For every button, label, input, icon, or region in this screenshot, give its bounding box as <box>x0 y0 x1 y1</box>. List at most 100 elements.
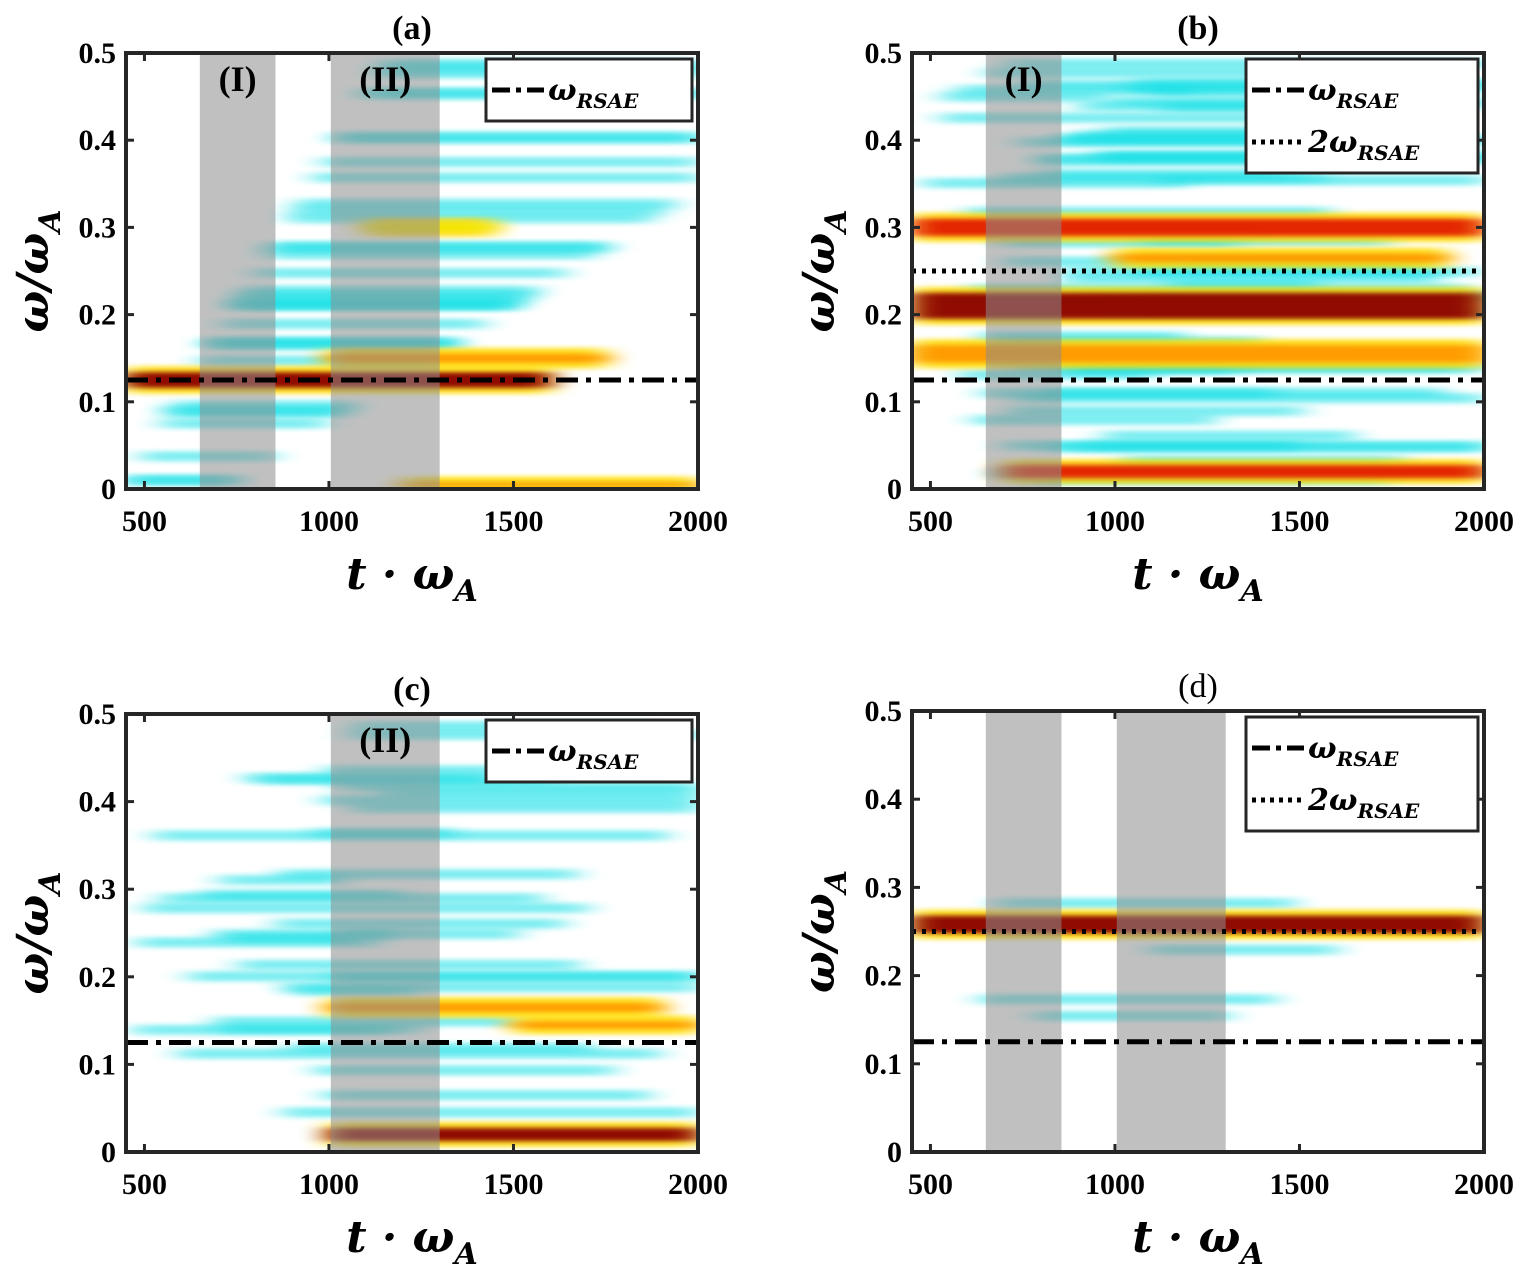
heatmap-streak <box>199 355 427 366</box>
heatmap-streak <box>136 937 378 948</box>
heatmap-streak <box>322 157 698 168</box>
legend-entry: 2ωRSAE <box>1307 783 1420 823</box>
y-axis-label: ω/ωA <box>8 209 68 332</box>
heatmap-streak <box>188 971 698 982</box>
heatmap-streak <box>941 112 1394 123</box>
heatmap-streak <box>221 1023 421 1034</box>
heatmap-streak <box>336 133 698 144</box>
y-tick-label: 0 <box>887 473 902 506</box>
x-tick-label: 500 <box>122 1168 167 1201</box>
x-tick-label: 1500 <box>1269 505 1329 538</box>
y-tick-label: 0.2 <box>865 960 903 993</box>
x-tick-label: 1000 <box>299 505 359 538</box>
heatmap-streak <box>1168 279 1319 290</box>
y-tick-label: 0.1 <box>79 1048 117 1081</box>
heatmap-streak <box>1038 153 1273 164</box>
legend-entry: 2ωRSAE <box>1307 125 1420 165</box>
y-tick-label: 0.5 <box>79 37 117 70</box>
axes-frame <box>910 709 1486 1154</box>
axes-frame <box>910 51 1486 491</box>
intensity-band <box>513 1021 698 1029</box>
legend-box <box>1244 715 1480 833</box>
panel-title: (b) <box>1177 10 1219 47</box>
y-tick-label: 0.3 <box>865 871 903 904</box>
heatmap-streak <box>1149 944 1339 955</box>
heatmap-streak <box>956 84 1190 95</box>
legend-entry: ωRSAE <box>548 734 639 774</box>
x-tick-label: 1500 <box>1269 1168 1329 1201</box>
x-tick-label: 500 <box>122 505 167 538</box>
y-tick-label: 0.5 <box>865 695 903 728</box>
heatmap-streak <box>314 1065 615 1076</box>
heatmap-streak <box>1064 266 1432 277</box>
heatmap-streak <box>283 982 698 993</box>
heatmap-streak <box>212 929 393 940</box>
y-tick-label: 0.2 <box>79 961 117 994</box>
heatmap-streak <box>218 874 346 885</box>
interval-label: (II) <box>359 720 411 760</box>
heatmap-streak <box>1007 405 1305 416</box>
heatmap-streak <box>321 795 698 806</box>
heatmap-streak <box>312 172 698 183</box>
y-tick-label: 0.3 <box>79 211 117 244</box>
y-tick-label: 0.3 <box>79 873 117 906</box>
heatmap-streak <box>1080 441 1484 452</box>
axes-frame <box>124 51 700 491</box>
y-tick-label: 0.4 <box>865 783 903 816</box>
heatmap-streak <box>1000 237 1238 248</box>
x-axis-label: t · ωA <box>346 1212 477 1264</box>
legend: ωRSAE <box>484 718 694 784</box>
heatmap-streak <box>126 475 237 486</box>
heatmap-streak <box>981 331 1184 342</box>
x-tick-label: 1500 <box>483 1168 543 1201</box>
y-tick-label: 0.1 <box>865 386 903 419</box>
heatmap-streak <box>1014 393 1484 404</box>
interval-label: (I) <box>1005 59 1043 99</box>
panel-title: (d) <box>1178 668 1218 705</box>
intensity-band <box>328 353 606 363</box>
heatmap-streak <box>200 889 403 900</box>
interval-label: (I) <box>219 59 257 99</box>
heatmap-streak <box>972 414 1216 425</box>
x-tick-label: 500 <box>908 505 953 538</box>
heatmap-streak <box>1102 430 1356 441</box>
interval-label: (II) <box>359 59 411 99</box>
heatmap-streak <box>1062 273 1439 284</box>
heatmap-streak <box>379 787 698 798</box>
legend-entry: ωRSAE <box>548 73 639 113</box>
y-tick-label: 0.2 <box>79 299 117 332</box>
y-axis-label: ω/ωA <box>794 209 854 332</box>
legend-entry: ωRSAE <box>1308 73 1399 113</box>
panel-c: (II) 0 0.1 0.2 0.3 0.4 0.5 500 1000 1500 2000 (c) t … <box>8 671 728 1264</box>
heatmap-streak <box>351 802 698 813</box>
panel-a: (I) (II) 0 0.1 0.2 0.3 0.4 0.5 500 1000 1500 2000 (a… <box>8 10 728 609</box>
panel-title: (a) <box>392 10 432 47</box>
intensity-band <box>1004 465 1484 479</box>
axes-frame <box>124 712 700 1154</box>
y-tick-label: 0.3 <box>865 211 903 244</box>
intensity-band <box>328 1003 662 1012</box>
y-tick-label: 0.4 <box>79 124 117 157</box>
x-tick-label: 1000 <box>299 1168 359 1201</box>
x-tick-label: 1000 <box>1085 1168 1145 1201</box>
y-tick-label: 0 <box>101 1136 116 1169</box>
shaded-interval <box>330 714 440 1152</box>
y-tick-label: 0.5 <box>79 698 117 731</box>
heatmap-streak <box>338 781 698 792</box>
y-axis-label: ω/ωA <box>8 871 68 994</box>
legend: ωRSAE 2ωRSAE <box>1244 57 1480 175</box>
heatmap-streak <box>1001 172 1326 183</box>
y-tick-label: 0.4 <box>79 786 117 819</box>
heatmap-streak <box>1040 387 1445 398</box>
x-axis-label: t · ωA <box>346 549 477 609</box>
heatmap-streak <box>967 206 1331 217</box>
y-tick-label: 0.1 <box>865 1048 903 1081</box>
heatmap-streak <box>322 1090 651 1101</box>
x-tick-label: 2000 <box>1454 505 1514 538</box>
x-axis-label: t · ωA <box>1132 1212 1263 1264</box>
intensity-band <box>1114 253 1448 263</box>
shaded-interval <box>199 53 276 489</box>
panel-b: (I) 0 0.1 0.2 0.3 0.4 0.5 500 1000 1500 2000 (b) t ·… <box>794 10 1514 609</box>
y-tick-label: 0.5 <box>865 37 903 70</box>
